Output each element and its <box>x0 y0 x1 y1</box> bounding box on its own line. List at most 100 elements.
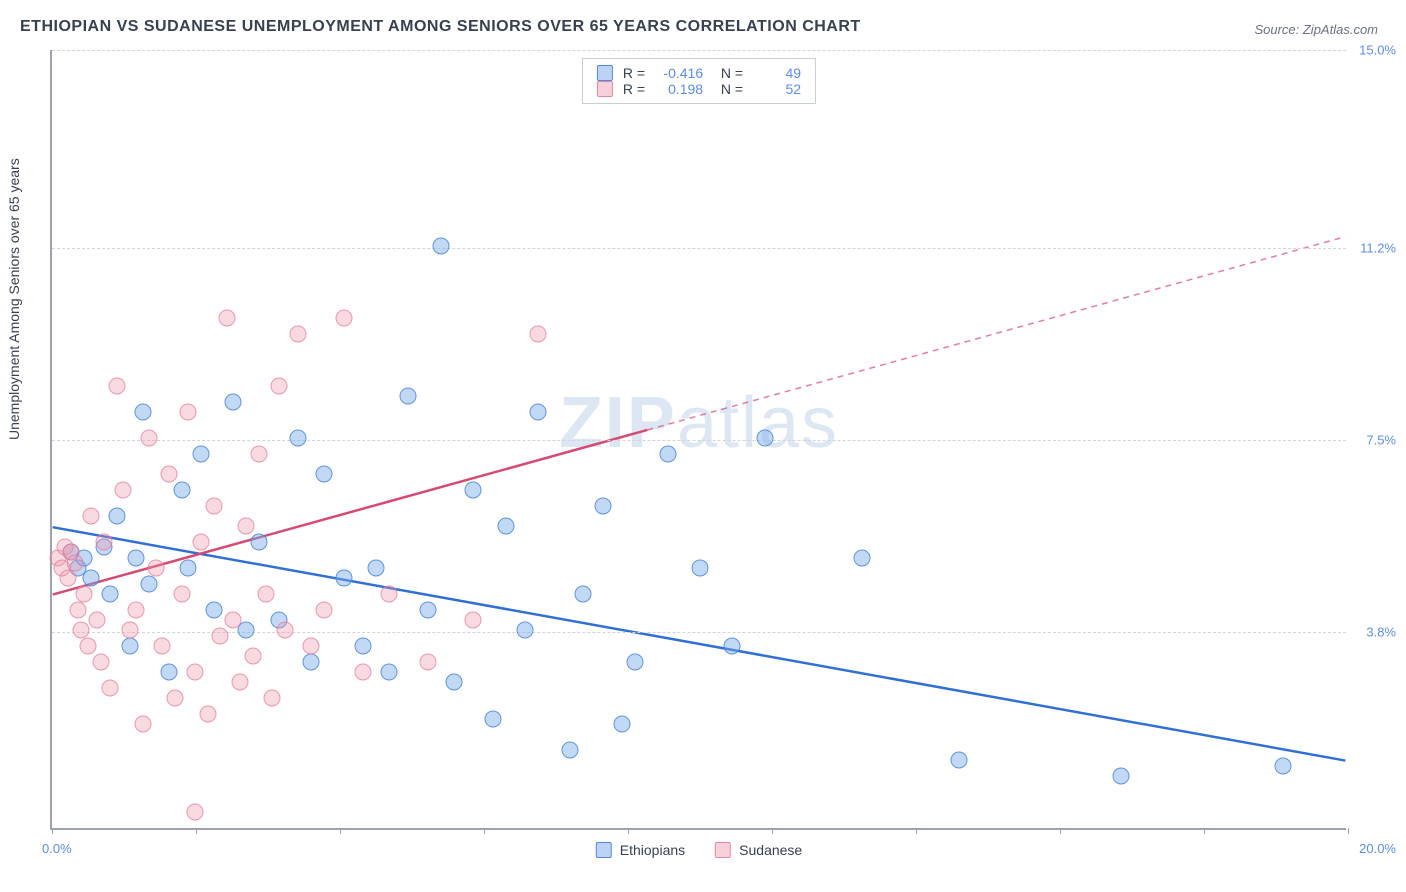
legend-swatch <box>597 81 613 97</box>
data-point <box>154 638 171 655</box>
data-point <box>335 310 352 327</box>
scatter-plot: ZIPatlas R =-0.416 N =49R =0.198 N =52 E… <box>50 50 1346 830</box>
data-point <box>854 549 871 566</box>
data-point <box>218 310 235 327</box>
data-point <box>108 378 125 395</box>
source-attribution: Source: ZipAtlas.com <box>1254 22 1378 37</box>
data-point <box>160 466 177 483</box>
legend-swatch <box>596 842 612 858</box>
data-point <box>73 622 90 639</box>
data-point <box>69 601 86 618</box>
data-point <box>238 518 255 535</box>
data-point <box>102 679 119 696</box>
x-tick <box>628 828 629 834</box>
data-point <box>92 653 109 670</box>
x-tick <box>484 828 485 834</box>
data-point <box>530 326 547 343</box>
data-point <box>575 586 592 603</box>
data-point <box>121 638 138 655</box>
data-point <box>264 690 281 707</box>
data-point <box>419 653 436 670</box>
legend-swatch <box>597 65 613 81</box>
data-point <box>206 601 223 618</box>
data-point <box>121 622 138 639</box>
data-point <box>445 674 462 691</box>
data-point <box>212 627 229 644</box>
data-point <box>303 653 320 670</box>
data-point <box>244 648 261 665</box>
data-point <box>95 534 112 551</box>
data-point <box>257 586 274 603</box>
data-point <box>290 326 307 343</box>
data-point <box>951 752 968 769</box>
data-point <box>206 497 223 514</box>
data-point <box>497 518 514 535</box>
x-tick <box>1348 828 1349 834</box>
data-point <box>316 466 333 483</box>
data-point <box>251 445 268 462</box>
x-axis-max-label: 20.0% <box>1359 841 1396 856</box>
legend-swatch <box>715 842 731 858</box>
data-point <box>108 508 125 525</box>
trend-lines <box>52 50 1346 828</box>
data-point <box>614 716 631 733</box>
data-point <box>270 378 287 395</box>
data-point <box>303 638 320 655</box>
data-point <box>89 612 106 629</box>
data-point <box>355 664 372 681</box>
data-point <box>180 404 197 421</box>
data-point <box>167 690 184 707</box>
legend-item: Ethiopians <box>596 842 685 858</box>
x-tick <box>52 828 53 834</box>
legend-item: Sudanese <box>715 842 802 858</box>
correlation-legend: R =-0.416 N =49R =0.198 N =52 <box>582 58 816 104</box>
data-point <box>290 430 307 447</box>
y-tick-label: 11.2% <box>1352 240 1396 255</box>
data-point <box>756 430 773 447</box>
data-point <box>465 482 482 499</box>
data-point <box>368 560 385 577</box>
series-legend: Ethiopians Sudanese <box>596 842 802 858</box>
data-point <box>60 570 77 587</box>
y-tick-label: 15.0% <box>1352 43 1396 58</box>
x-tick <box>772 828 773 834</box>
y-tick-label: 7.5% <box>1352 433 1396 448</box>
data-point <box>82 570 99 587</box>
x-axis-min-label: 0.0% <box>42 841 72 856</box>
data-point <box>134 404 151 421</box>
data-point <box>186 804 203 821</box>
data-point <box>147 560 164 577</box>
data-point <box>173 586 190 603</box>
data-point <box>141 430 158 447</box>
data-point <box>173 482 190 499</box>
data-point <box>251 534 268 551</box>
gridline <box>52 440 1346 441</box>
data-point <box>277 622 294 639</box>
chart-title: ETHIOPIAN VS SUDANESE UNEMPLOYMENT AMONG… <box>20 18 861 36</box>
data-point <box>724 638 741 655</box>
gridline <box>52 248 1346 249</box>
data-point <box>1113 768 1130 785</box>
data-point <box>465 612 482 629</box>
data-point <box>66 554 83 571</box>
data-point <box>193 534 210 551</box>
gridline <box>52 50 1346 51</box>
correlation-row: R =0.198 N =52 <box>597 81 801 97</box>
data-point <box>400 388 417 405</box>
y-axis-label: Unemployment Among Seniors over 65 years <box>6 158 22 440</box>
data-point <box>627 653 644 670</box>
data-point <box>355 638 372 655</box>
x-tick <box>1060 828 1061 834</box>
data-point <box>530 404 547 421</box>
x-tick <box>196 828 197 834</box>
data-point <box>225 612 242 629</box>
data-point <box>594 497 611 514</box>
data-point <box>419 601 436 618</box>
data-point <box>128 601 145 618</box>
data-point <box>102 586 119 603</box>
data-point <box>1275 757 1292 774</box>
data-point <box>141 575 158 592</box>
data-point <box>193 445 210 462</box>
data-point <box>180 560 197 577</box>
x-tick <box>916 828 917 834</box>
